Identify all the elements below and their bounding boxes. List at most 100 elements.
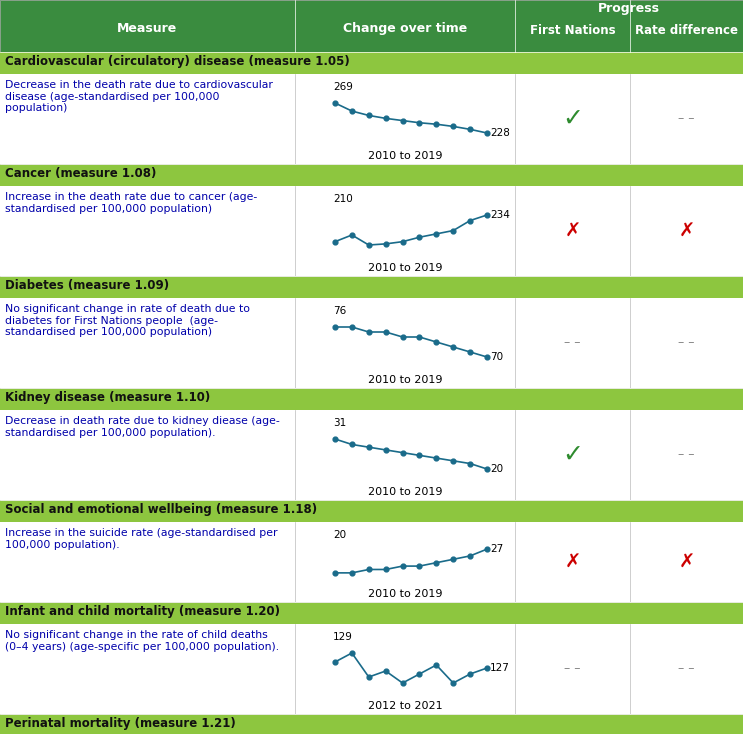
Bar <box>630 624 743 714</box>
Text: – –: – – <box>564 663 581 675</box>
Point <box>397 677 409 689</box>
Point <box>363 326 374 338</box>
Point <box>430 118 442 130</box>
Point <box>481 463 493 475</box>
Text: Cardiovascular (circulatory) disease (measure 1.05): Cardiovascular (circulatory) disease (me… <box>5 55 350 68</box>
Text: Kidney disease (measure 1.10): Kidney disease (measure 1.10) <box>5 391 210 404</box>
Text: – –: – – <box>678 663 695 675</box>
Point <box>363 109 374 121</box>
Text: 2010 to 2019: 2010 to 2019 <box>368 151 442 161</box>
Text: 234: 234 <box>490 210 510 220</box>
Text: 70: 70 <box>490 352 503 362</box>
Text: 2010 to 2019: 2010 to 2019 <box>368 375 442 385</box>
Point <box>329 97 341 109</box>
Bar <box>0 74 295 164</box>
Point <box>481 351 493 363</box>
Text: 269: 269 <box>333 82 353 92</box>
Point <box>464 550 476 562</box>
Text: – –: – – <box>678 336 695 349</box>
Point <box>414 117 426 128</box>
Point <box>414 231 426 243</box>
Bar <box>0 522 295 602</box>
Text: 31: 31 <box>333 418 346 428</box>
Point <box>430 452 442 464</box>
Point <box>414 449 426 461</box>
Bar <box>515 624 630 714</box>
Text: 20: 20 <box>490 464 503 474</box>
Point <box>380 326 392 338</box>
Point <box>397 331 409 343</box>
Point <box>447 677 459 689</box>
Text: ✓: ✓ <box>562 443 583 467</box>
Text: Rate difference: Rate difference <box>635 24 738 37</box>
Point <box>414 560 426 572</box>
Point <box>447 225 459 236</box>
Point <box>380 564 392 575</box>
Text: 76: 76 <box>333 306 346 316</box>
Text: Infant and child mortality (measure 1.20): Infant and child mortality (measure 1.20… <box>5 605 280 618</box>
Point <box>329 236 341 247</box>
Bar <box>515 74 630 164</box>
Bar <box>0 388 743 410</box>
Point <box>363 671 374 683</box>
Bar <box>0 276 743 298</box>
Text: – –: – – <box>678 448 695 462</box>
Bar <box>0 624 295 714</box>
Text: Change over time: Change over time <box>343 22 467 35</box>
Text: 2010 to 2019: 2010 to 2019 <box>368 589 442 599</box>
Bar <box>515 186 630 276</box>
Bar <box>0 714 743 734</box>
Bar <box>0 52 743 74</box>
Text: Perinatal mortality (measure 1.21): Perinatal mortality (measure 1.21) <box>5 717 236 730</box>
Text: 27: 27 <box>490 544 503 554</box>
Text: Measure: Measure <box>117 22 178 35</box>
Text: Cancer (measure 1.08): Cancer (measure 1.08) <box>5 167 156 180</box>
Text: 210: 210 <box>333 194 353 204</box>
Text: 2012 to 2021: 2012 to 2021 <box>368 701 442 711</box>
Point <box>430 659 442 671</box>
Point <box>380 444 392 456</box>
Bar <box>295 522 515 602</box>
Text: ✓: ✓ <box>562 107 583 131</box>
Point <box>363 441 374 453</box>
Text: Decrease in the death rate due to cardiovascular
disease (age-standardised per 1: Decrease in the death rate due to cardio… <box>5 80 273 113</box>
Text: Decrease in death rate due to kidney diease (age-
standardised per 100,000 popul: Decrease in death rate due to kidney die… <box>5 416 280 437</box>
Point <box>397 115 409 126</box>
Bar <box>515 410 630 500</box>
Text: Increase in the suicide rate (age-standardised per
100,000 population).: Increase in the suicide rate (age-standa… <box>5 528 277 550</box>
Point <box>430 336 442 348</box>
Text: Social and emotional wellbeing (measure 1.18): Social and emotional wellbeing (measure … <box>5 503 317 516</box>
Point <box>329 567 341 578</box>
Text: 20: 20 <box>333 530 346 540</box>
Point <box>329 321 341 333</box>
Point <box>464 458 476 470</box>
Text: ✗: ✗ <box>678 222 695 241</box>
Point <box>481 209 493 221</box>
Point <box>346 321 358 333</box>
Bar <box>295 298 515 388</box>
Point <box>430 228 442 240</box>
Bar <box>0 186 295 276</box>
Point <box>447 455 459 467</box>
Text: 127: 127 <box>490 663 510 673</box>
Point <box>481 127 493 139</box>
Point <box>346 567 358 578</box>
Bar <box>295 624 515 714</box>
Text: Diabetes (measure 1.09): Diabetes (measure 1.09) <box>5 279 169 292</box>
Bar <box>0 164 743 186</box>
Point <box>397 560 409 572</box>
Bar <box>630 186 743 276</box>
Bar <box>0 0 743 52</box>
Point <box>363 564 374 575</box>
Point <box>464 668 476 680</box>
Bar <box>630 522 743 602</box>
Text: ✗: ✗ <box>678 553 695 572</box>
Bar <box>0 500 743 522</box>
Text: Increase in the death rate due to cancer (age-
standardised per 100,000 populati: Increase in the death rate due to cancer… <box>5 192 257 214</box>
Bar <box>630 74 743 164</box>
Bar <box>630 410 743 500</box>
Point <box>329 656 341 668</box>
Point <box>481 543 493 555</box>
Bar <box>295 74 515 164</box>
Point <box>380 238 392 250</box>
